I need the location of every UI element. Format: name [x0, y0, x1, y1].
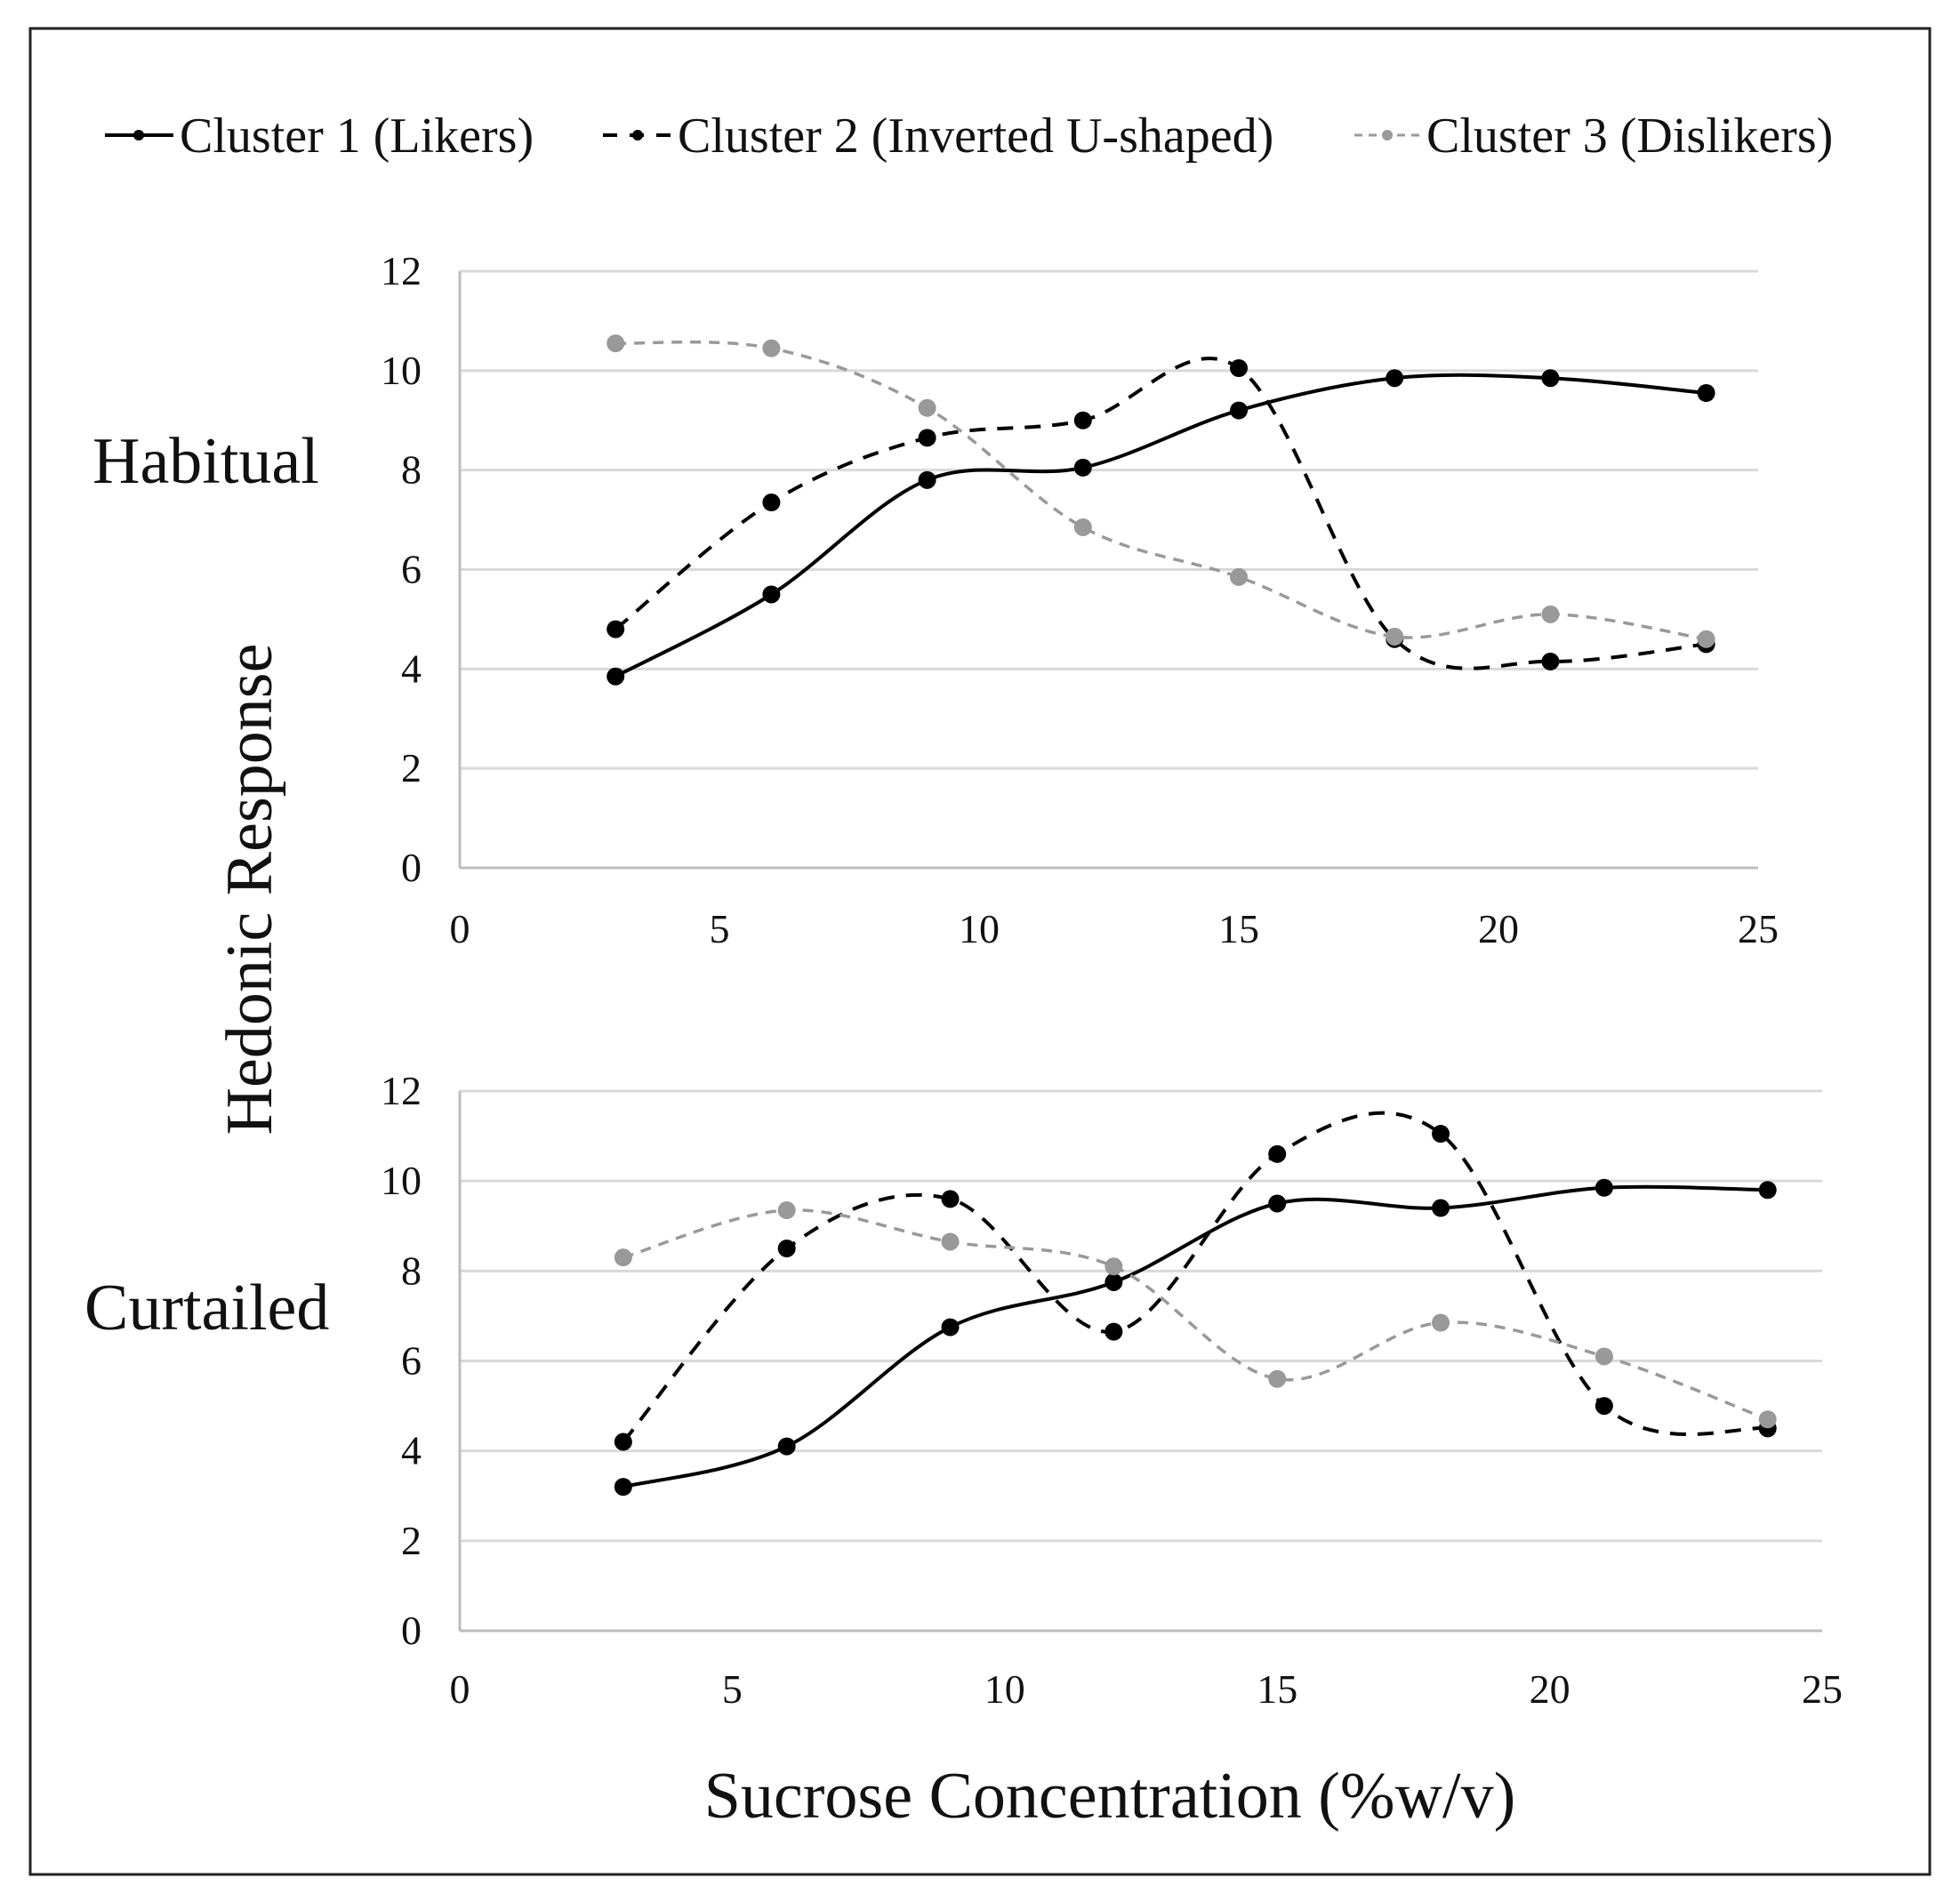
- series-curtailed-cluster-1-likers: [614, 1178, 1777, 1497]
- y-tick-label-curtailed-12: 12: [381, 1068, 422, 1113]
- y-tick-label-habitual-2: 2: [401, 745, 422, 790]
- data-point-habitual-cluster-3-dislikers-x21: [1541, 605, 1560, 623]
- data-point-curtailed-cluster-2-inverted-u-shaped-x18: [1432, 1125, 1450, 1144]
- x-tick-label-curtailed-10: 10: [984, 1666, 1025, 1712]
- data-point-curtailed-cluster-3-dislikers-x3: [614, 1248, 632, 1267]
- x-tick-label-curtailed-5: 5: [722, 1666, 743, 1712]
- legend-label-cluster-2: Cluster 2 (Inverted U-shaped): [678, 108, 1273, 164]
- data-point-habitual-cluster-1-likers-x24: [1697, 383, 1715, 402]
- x-tick-label-curtailed-0: 0: [450, 1666, 470, 1712]
- data-point-habitual-cluster-3-dislikers-x24: [1697, 630, 1715, 648]
- y-tick-label-habitual-0: 0: [401, 845, 422, 890]
- data-point-curtailed-cluster-2-inverted-u-shaped-x9: [941, 1190, 960, 1208]
- data-point-habitual-cluster-1-likers-x9: [918, 470, 936, 489]
- y-tick-label-habitual-4: 4: [401, 646, 422, 691]
- x-tick-label-curtailed-15: 15: [1257, 1666, 1297, 1712]
- data-point-habitual-cluster-3-dislikers-x9: [918, 398, 936, 417]
- y-tick-label-habitual-8: 8: [401, 447, 422, 493]
- data-point-habitual-cluster-3-dislikers-x12: [1073, 518, 1092, 536]
- data-point-curtailed-cluster-1-likers-x15: [1268, 1194, 1287, 1213]
- x-axis-title: Sucrose Concentration (%w/v): [704, 1760, 1515, 1833]
- data-point-habitual-cluster-2-inverted-u-shaped-x6: [762, 494, 781, 512]
- data-point-curtailed-cluster-2-inverted-u-shaped-x12: [1105, 1322, 1123, 1341]
- data-point-habitual-cluster-2-inverted-u-shaped-x21: [1541, 652, 1560, 670]
- data-point-curtailed-cluster-1-likers-x24: [1758, 1181, 1777, 1200]
- y-axis-title: Hedonic Response: [213, 644, 286, 1136]
- x-tick-label-habitual-0: 0: [450, 906, 470, 951]
- data-point-habitual-cluster-1-likers-x15: [1230, 401, 1248, 420]
- data-point-habitual-cluster-3-dislikers-x6: [762, 339, 781, 357]
- y-tick-label-curtailed-0: 0: [401, 1608, 422, 1653]
- series-line-habitual-cluster-1-likers: [615, 373, 1707, 678]
- data-point-curtailed-cluster-3-dislikers-x21: [1595, 1347, 1613, 1366]
- data-point-habitual-cluster-2-inverted-u-shaped-x9: [918, 429, 936, 447]
- panel-label-curtailed: Curtailed: [84, 1272, 329, 1344]
- y-tick-label-habitual-10: 10: [381, 348, 422, 393]
- data-point-habitual-cluster-2-inverted-u-shaped-x15: [1230, 359, 1248, 378]
- y-tick-label-curtailed-8: 8: [401, 1248, 422, 1293]
- data-point-curtailed-cluster-2-inverted-u-shaped-x21: [1595, 1397, 1613, 1416]
- legend-label-cluster-3: Cluster 3 (Dislikers): [1426, 108, 1833, 164]
- y-tick-label-curtailed-4: 4: [401, 1428, 422, 1473]
- x-tick-label-curtailed-20: 20: [1530, 1666, 1570, 1712]
- series-line-habitual-cluster-3-dislikers: [615, 340, 1707, 641]
- legend: Cluster 1 (Likers) Cluster 2 (Inverted U…: [105, 108, 1833, 164]
- data-point-curtailed-cluster-3-dislikers-x6: [777, 1201, 796, 1220]
- chart-panel-habitual: 0 2 4 6 8 10 12 0 5 10 15 20 25: [381, 248, 1779, 951]
- series-line-curtailed-cluster-1-likers: [623, 1184, 1768, 1489]
- data-point-curtailed-cluster-2-inverted-u-shaped-x3: [614, 1433, 632, 1451]
- chart-panel-curtailed: 0 2 4 6 8 10 12 0 5 10 15 20 25: [381, 1068, 1843, 1712]
- y-tick-label-habitual-6: 6: [401, 547, 422, 592]
- data-point-curtailed-cluster-1-likers-x21: [1595, 1178, 1613, 1197]
- y-tick-label-curtailed-6: 6: [401, 1338, 422, 1384]
- data-point-curtailed-cluster-2-inverted-u-shaped-x6: [777, 1240, 796, 1258]
- x-tick-label-habitual-20: 20: [1478, 906, 1519, 951]
- legend-label-cluster-1: Cluster 1 (Likers): [180, 108, 534, 164]
- data-point-curtailed-cluster-1-likers-x12: [1105, 1272, 1123, 1291]
- legend-marker-cluster-2: [632, 130, 643, 140]
- legend-item-cluster-3: Cluster 3 (Dislikers): [1354, 108, 1833, 164]
- data-point-habitual-cluster-1-likers-x12: [1073, 458, 1092, 477]
- data-point-curtailed-cluster-1-likers-x6: [777, 1437, 796, 1456]
- series-line-curtailed-cluster-3-dislikers: [623, 1208, 1769, 1421]
- x-tick-label-habitual-25: 25: [1738, 906, 1779, 951]
- data-point-habitual-cluster-3-dislikers-x15: [1230, 567, 1248, 586]
- series-curtailed-cluster-3-dislikers: [614, 1201, 1777, 1429]
- data-point-habitual-cluster-1-likers-x18: [1386, 369, 1404, 388]
- series-habitual-cluster-3-dislikers: [606, 334, 1715, 648]
- x-tick-label-habitual-15: 15: [1218, 906, 1259, 951]
- legend-item-cluster-2: Cluster 2 (Inverted U-shaped): [603, 108, 1273, 164]
- panel-label-habitual: Habitual: [92, 425, 319, 498]
- y-tick-label-habitual-12: 12: [381, 248, 422, 293]
- data-point-habitual-cluster-3-dislikers-x18: [1386, 627, 1404, 646]
- data-point-curtailed-cluster-1-likers-x18: [1432, 1199, 1450, 1217]
- series-line-curtailed-cluster-2-inverted-u-shaped: [622, 1111, 1768, 1443]
- data-point-curtailed-cluster-3-dislikers-x12: [1105, 1257, 1123, 1276]
- data-point-habitual-cluster-1-likers-x6: [762, 585, 781, 604]
- data-point-curtailed-cluster-2-inverted-u-shaped-x15: [1268, 1144, 1287, 1163]
- data-point-habitual-cluster-3-dislikers-x3: [606, 334, 625, 353]
- legend-marker-cluster-3: [1382, 130, 1393, 140]
- data-point-curtailed-cluster-3-dislikers-x9: [941, 1232, 960, 1251]
- data-point-curtailed-cluster-1-likers-x9: [941, 1318, 960, 1336]
- data-point-habitual-cluster-1-likers-x3: [606, 667, 625, 686]
- series-habitual-cluster-1-likers: [606, 369, 1715, 686]
- legend-marker-cluster-1: [133, 130, 144, 140]
- series-line-habitual-cluster-2-inverted-u-shaped: [614, 357, 1707, 670]
- data-point-curtailed-cluster-1-likers-x3: [614, 1478, 632, 1497]
- data-point-habitual-cluster-2-inverted-u-shaped-x12: [1073, 411, 1092, 429]
- data-point-habitual-cluster-2-inverted-u-shaped-x3: [606, 620, 625, 638]
- figure-frame: [28, 27, 1932, 1876]
- data-point-curtailed-cluster-3-dislikers-x18: [1432, 1313, 1450, 1332]
- y-tick-label-curtailed-2: 2: [401, 1518, 422, 1563]
- x-tick-label-habitual-5: 5: [710, 906, 730, 951]
- data-point-habitual-cluster-1-likers-x21: [1541, 369, 1560, 388]
- x-tick-label-habitual-10: 10: [959, 906, 1000, 951]
- data-point-curtailed-cluster-3-dislikers-x15: [1268, 1369, 1287, 1388]
- legend-item-cluster-1: Cluster 1 (Likers): [105, 108, 534, 164]
- data-point-curtailed-cluster-3-dislikers-x24: [1758, 1410, 1777, 1429]
- x-tick-label-curtailed-25: 25: [1802, 1666, 1843, 1712]
- y-tick-label-curtailed-10: 10: [381, 1158, 422, 1203]
